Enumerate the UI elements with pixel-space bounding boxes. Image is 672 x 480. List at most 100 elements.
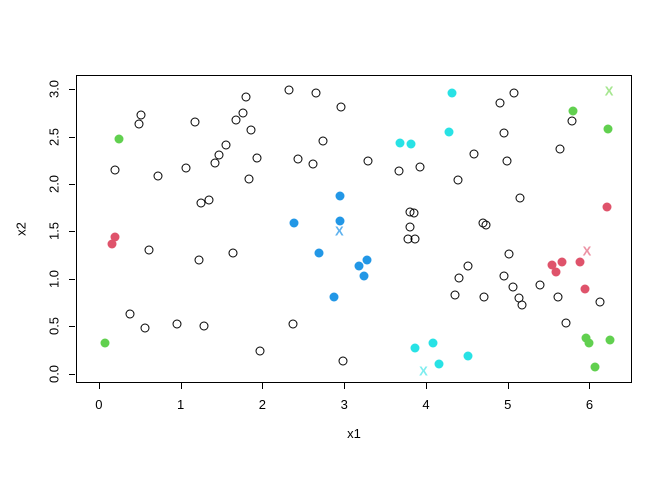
- data-point-pink: [580, 284, 590, 294]
- data-point-blue: [329, 292, 339, 302]
- y-axis-title: x2: [13, 222, 29, 236]
- data-point-open: [190, 117, 200, 127]
- data-point-open: [293, 154, 303, 164]
- data-point-open: [555, 144, 565, 154]
- data-point-open: [284, 85, 294, 95]
- data-point-open: [125, 309, 135, 319]
- data-point-blue: [359, 271, 369, 281]
- data-point-cyan: [447, 88, 457, 98]
- data-point-open: [405, 222, 415, 232]
- cluster-center-x-blue: X: [334, 223, 344, 239]
- data-point-blue: [362, 255, 372, 265]
- data-point-green: [584, 338, 594, 348]
- data-point-cyan: [395, 138, 405, 148]
- data-point-open: [469, 149, 479, 159]
- data-point-open: [479, 292, 489, 302]
- x-axis-tick-label: 3: [340, 397, 348, 412]
- data-point-open: [363, 156, 373, 166]
- cluster-center-x-pink: X: [582, 243, 592, 259]
- data-point-pink: [602, 202, 612, 212]
- data-point-pink: [575, 257, 585, 267]
- data-point-open: [504, 249, 514, 259]
- data-point-open: [502, 156, 512, 166]
- data-point-open: [515, 193, 525, 203]
- data-point-blue: [354, 261, 364, 271]
- x-axis-tick: [344, 383, 346, 389]
- data-point-open: [595, 297, 605, 307]
- y-axis-tick: [69, 231, 75, 233]
- data-point-open: [553, 292, 563, 302]
- y-axis-tick: [69, 326, 75, 328]
- data-point-open: [194, 255, 204, 265]
- data-point-cyan: [406, 139, 416, 149]
- data-point-green: [568, 106, 578, 116]
- data-point-open: [228, 248, 238, 258]
- x-axis-tick: [507, 383, 509, 389]
- data-point-open: [454, 273, 464, 283]
- data-point-open: [495, 98, 505, 108]
- x-axis-tick-label: 1: [177, 397, 185, 412]
- data-point-cyan: [434, 359, 444, 369]
- x-axis-tick: [262, 383, 264, 389]
- data-point-open: [214, 150, 224, 160]
- data-point-blue: [335, 216, 345, 226]
- data-point-open: [244, 174, 254, 184]
- data-point-open: [238, 108, 248, 118]
- data-point-open: [181, 163, 191, 173]
- data-point-open: [246, 125, 256, 135]
- y-axis-tick-label: 0.5: [46, 317, 62, 336]
- data-point-blue: [289, 218, 299, 228]
- x-axis-tick-label: 2: [258, 397, 267, 412]
- y-axis-tick-label: 2.5: [46, 127, 62, 146]
- data-point-open: [508, 282, 518, 292]
- data-point-open: [221, 140, 231, 150]
- x-axis-tick-label: 6: [585, 397, 594, 412]
- data-point-blue: [335, 191, 345, 201]
- data-point-pink: [107, 239, 117, 249]
- data-point-open: [110, 165, 120, 175]
- data-point-pink: [547, 260, 557, 270]
- x-axis-tick-label: 5: [504, 397, 512, 412]
- data-point-green: [100, 338, 110, 348]
- data-point-open: [499, 128, 509, 138]
- data-point-cyan: [463, 351, 473, 361]
- data-point-open: [394, 166, 404, 176]
- data-point-open: [199, 321, 209, 331]
- data-point-open: [144, 245, 154, 255]
- data-point-cyan: [444, 127, 454, 137]
- data-point-green: [114, 134, 124, 144]
- data-point-open: [255, 346, 265, 356]
- cluster-center-x-green: X: [604, 83, 614, 99]
- data-point-green: [603, 124, 613, 134]
- data-point-open: [409, 208, 419, 218]
- data-point-open: [450, 290, 460, 300]
- data-point-open: [561, 318, 571, 328]
- y-axis-tick-label: 1.5: [46, 222, 62, 241]
- data-point-open: [481, 220, 491, 230]
- data-point-green: [605, 335, 615, 345]
- data-point-open: [172, 319, 182, 329]
- y-axis-tick-label: 0.0: [46, 364, 62, 383]
- data-point-pink: [551, 267, 561, 277]
- data-point-open: [336, 102, 346, 112]
- data-point-open: [338, 356, 348, 366]
- y-axis-tick: [69, 183, 75, 185]
- data-point-open: [517, 300, 527, 310]
- cluster-center-x-cyan: X: [419, 363, 428, 379]
- x-axis-title: x1: [347, 426, 361, 441]
- data-point-blue: [314, 248, 324, 258]
- data-point-open: [210, 158, 220, 168]
- x-axis-tick: [98, 383, 100, 389]
- data-point-cyan: [428, 338, 438, 348]
- data-point-open: [204, 195, 214, 205]
- data-point-open: [499, 271, 509, 281]
- data-point-open: [308, 159, 318, 169]
- y-axis-tick: [69, 89, 75, 91]
- y-axis-tick-label: 3.0: [46, 80, 62, 99]
- data-point-open: [311, 88, 321, 98]
- data-point-green: [581, 333, 591, 343]
- data-point-open: [288, 319, 298, 329]
- x-axis-tick-label: 0: [95, 397, 103, 412]
- data-point-cyan: [410, 343, 420, 353]
